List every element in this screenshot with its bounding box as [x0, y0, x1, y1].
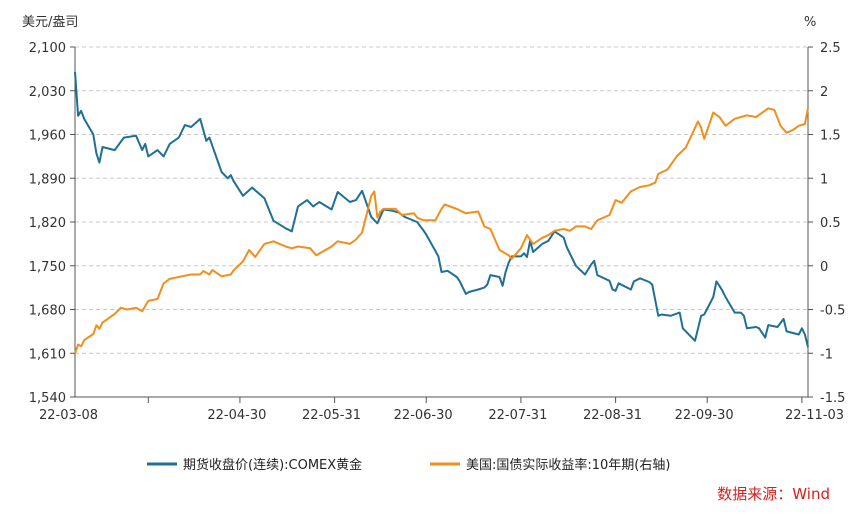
- x-tick-label: 22-07-31: [488, 408, 547, 423]
- series-line-real-yield: [74, 107, 809, 354]
- left-axis-ticks: 2,100 2,030 1,960 1,890 1,820 1,750 1,680 1,610…: [29, 41, 75, 406]
- left-tick-label: 1,540: [29, 391, 66, 406]
- x-tick-label: 22-11-03: [785, 408, 844, 423]
- gridlines: [75, 46, 808, 354]
- left-tick-label: 1,890: [29, 172, 66, 187]
- x-tick-label: 22-08-31: [583, 408, 642, 423]
- legend: 期货收盘价(连续):COMEX黄金 美国:国债实际收益率:10年期(右轴): [147, 457, 670, 473]
- right-tick-label: 1: [820, 172, 828, 187]
- left-tick-label: 1,610: [29, 347, 66, 362]
- left-tick-label: 1,960: [29, 129, 66, 144]
- left-axis-unit: 美元/盎司: [22, 15, 78, 30]
- right-tick-label: 0.5: [820, 216, 841, 231]
- series-line-gold: [74, 71, 809, 348]
- series-lines: [74, 71, 809, 354]
- right-axis-ticks: 2.5 2 1.5 1 0.5 0 -0.5 -1 -1.5: [808, 41, 845, 406]
- left-tick-label: 2,100: [29, 41, 66, 56]
- right-tick-label: 2.5: [820, 41, 841, 56]
- right-tick-label: -1.5: [820, 391, 845, 406]
- left-tick-label: 1,820: [29, 216, 66, 231]
- x-tick-label: 22-04-30: [207, 408, 266, 423]
- legend-label-real-yield: 美国:国债实际收益率:10年期(右轴): [466, 457, 670, 473]
- left-tick-label: 1,750: [29, 260, 66, 275]
- right-axis-unit: %: [804, 15, 816, 30]
- left-tick-label: 1,680: [29, 304, 66, 319]
- x-tick-label: 22-05-31: [302, 408, 361, 423]
- x-tick-label: 22-03-08: [39, 408, 98, 423]
- left-tick-label: 2,030: [29, 85, 66, 100]
- right-tick-label: -1: [820, 347, 833, 362]
- x-tick-label: 22-06-30: [394, 408, 453, 423]
- legend-label-gold: 期货收盘价(连续):COMEX黄金: [183, 457, 362, 473]
- right-tick-label: 0: [820, 260, 828, 275]
- x-tick-label: 22-09-30: [675, 408, 734, 423]
- right-tick-label: 1.5: [820, 129, 841, 144]
- right-tick-label: -0.5: [820, 304, 845, 319]
- x-axis-ticks: 22-03-08 22-04-30 22-05-31 22-06-30 22-07-31…: [39, 397, 844, 423]
- right-tick-label: 2: [820, 85, 828, 100]
- data-source: 数据来源：Wind: [717, 485, 830, 503]
